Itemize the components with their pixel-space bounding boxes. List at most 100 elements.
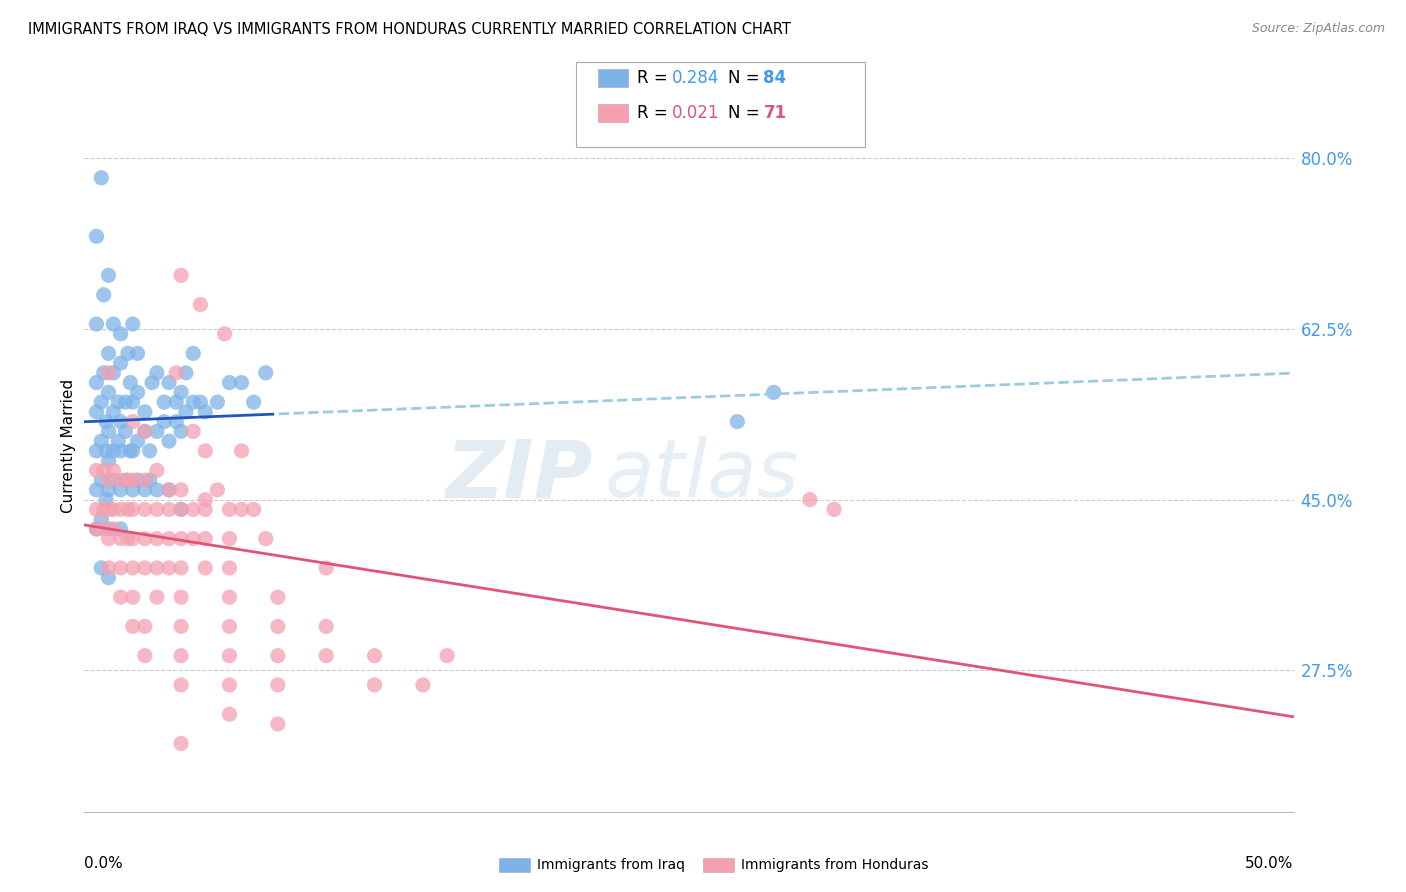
Point <box>90 561 112 575</box>
Text: 84: 84 <box>763 69 786 87</box>
Point <box>90 473 112 487</box>
Text: Source: ZipAtlas.com: Source: ZipAtlas.com <box>1251 22 1385 36</box>
Point <box>146 483 169 497</box>
Point <box>103 405 125 419</box>
Point <box>134 473 156 487</box>
Point <box>315 619 337 633</box>
Point <box>121 395 143 409</box>
Point <box>127 385 149 400</box>
Point <box>134 532 156 546</box>
Point <box>97 502 120 516</box>
Point <box>94 443 117 458</box>
Point <box>121 532 143 546</box>
Text: Immigrants from Iraq: Immigrants from Iraq <box>537 858 685 872</box>
Point <box>218 561 240 575</box>
Point <box>165 366 187 380</box>
Point <box>146 590 169 604</box>
Point <box>134 619 156 633</box>
Point <box>181 532 204 546</box>
Point <box>90 395 112 409</box>
Point <box>134 405 156 419</box>
Point <box>110 561 132 575</box>
Point <box>231 443 253 458</box>
Point <box>165 395 187 409</box>
Point <box>117 346 139 360</box>
Text: R =: R = <box>637 69 673 87</box>
Point <box>90 512 112 526</box>
Point <box>146 463 169 477</box>
Point <box>218 376 240 390</box>
Point <box>134 425 156 439</box>
Point <box>103 317 125 331</box>
Point <box>181 395 204 409</box>
Point <box>121 619 143 633</box>
Point <box>134 483 156 497</box>
Point <box>157 561 180 575</box>
Point <box>170 648 193 663</box>
Point <box>110 502 132 516</box>
Point <box>170 532 193 546</box>
Point <box>146 366 169 380</box>
Point <box>110 532 132 546</box>
Text: 0.284: 0.284 <box>672 69 720 87</box>
Point <box>121 317 143 331</box>
Point <box>94 415 117 429</box>
Point <box>93 522 115 536</box>
Point <box>86 502 108 516</box>
Point <box>218 532 240 546</box>
Point <box>242 502 264 516</box>
Point <box>110 415 132 429</box>
Point <box>170 678 193 692</box>
Point <box>218 502 240 516</box>
Point <box>117 473 139 487</box>
Point <box>218 648 240 663</box>
Point <box>117 532 139 546</box>
Point <box>114 473 136 487</box>
Point <box>117 502 139 516</box>
Point <box>170 425 193 439</box>
Point <box>174 405 197 419</box>
Point <box>103 443 125 458</box>
Point <box>127 434 149 449</box>
Point <box>218 678 240 692</box>
Point <box>254 532 277 546</box>
Point <box>97 473 120 487</box>
Point <box>170 385 193 400</box>
Point <box>107 434 129 449</box>
Point <box>134 502 156 516</box>
Y-axis label: Currently Married: Currently Married <box>60 379 76 513</box>
Point <box>97 425 120 439</box>
Point <box>120 376 142 390</box>
Point <box>267 717 290 731</box>
Point <box>93 366 115 380</box>
Point <box>194 502 217 516</box>
Point <box>157 483 180 497</box>
Point <box>267 619 290 633</box>
Text: R =: R = <box>637 104 673 122</box>
Point <box>97 385 120 400</box>
Point <box>97 268 120 283</box>
Point <box>97 453 120 467</box>
Text: 0.021: 0.021 <box>672 104 720 122</box>
Point <box>218 619 240 633</box>
Point <box>231 376 253 390</box>
Point <box>97 522 120 536</box>
Point <box>110 473 132 487</box>
Point <box>103 473 125 487</box>
Text: 71: 71 <box>763 104 786 122</box>
Point <box>86 317 108 331</box>
Point <box>170 502 193 516</box>
Point <box>110 356 132 370</box>
Point <box>194 561 217 575</box>
Point <box>157 434 180 449</box>
Point <box>86 463 108 477</box>
Point <box>267 678 290 692</box>
Point <box>121 483 143 497</box>
Point <box>194 443 217 458</box>
Text: Immigrants from Honduras: Immigrants from Honduras <box>741 858 928 872</box>
Point <box>190 395 212 409</box>
Point <box>762 385 785 400</box>
Point <box>127 346 149 360</box>
Point <box>110 443 132 458</box>
Point <box>254 366 277 380</box>
